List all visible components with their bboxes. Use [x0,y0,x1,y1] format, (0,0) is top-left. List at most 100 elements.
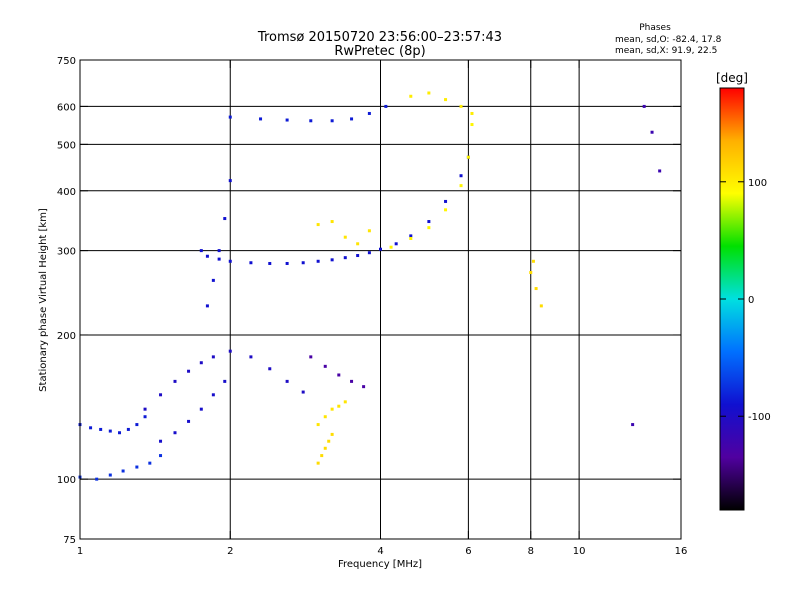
y-tick-label: 300 [57,247,76,258]
data-point [217,249,221,253]
data-point [362,385,366,389]
data-point [343,400,347,404]
data-point [389,245,393,249]
data-point [187,369,191,373]
data-point [135,465,139,469]
data-point [301,390,305,394]
data-point [108,473,112,477]
data-point [323,364,327,368]
data-point [330,258,334,262]
data-point [228,259,232,263]
data-point [343,235,347,239]
gridlines [80,60,681,539]
data-point [249,355,253,359]
data-point [470,123,474,127]
data-point [316,423,320,427]
data-point [135,423,139,427]
data-point [459,104,463,108]
data-point [658,169,662,173]
data-point [356,254,360,258]
data-point [89,426,93,430]
data-point [427,220,431,224]
data-point [409,94,413,98]
data-point [631,423,635,427]
chart-subtitle: RwPretec (8p) [334,44,425,59]
x-tick-label: 1 [77,546,83,557]
y-axis: 75 100 200 300 400 500 600 750 [57,56,681,546]
data-point [259,117,263,121]
data-point [470,111,474,115]
data-point [316,461,320,465]
data-point [285,118,289,122]
data-point [367,251,371,255]
data-point [356,242,360,246]
data-point [367,111,371,115]
data-point [118,431,122,435]
data-point [228,179,232,183]
data-point [427,226,431,230]
x-axis-label: Frequency [MHz] [338,559,422,570]
data-point [323,415,327,419]
y-tick-label: 500 [57,140,76,151]
data-point [228,115,232,119]
data-point [409,236,413,240]
data-point [409,234,413,238]
y-tick-label: 100 [57,475,76,486]
data-point [199,361,203,365]
x-tick-label: 2 [227,546,233,557]
data-point [121,469,125,473]
data-point [323,446,327,450]
data-point [459,184,463,188]
data-point [143,407,147,411]
data-point [285,379,289,383]
phase-info-o: mean, sd,O: -82.4, 17.8 [615,35,722,45]
data-point [228,349,232,353]
x-tick-label: 6 [465,546,471,557]
data-point [143,415,147,419]
phase-info-label: Phases [639,23,671,33]
data-point [159,439,163,443]
data-point [529,271,533,275]
x-axis: 1 2 4 6 8 10 16 [77,60,687,557]
data-point [126,427,130,431]
y-tick-label: 200 [57,331,76,342]
data-point [394,242,398,246]
colorbar-tick-label: -100 [748,412,771,423]
data-point [148,461,152,465]
data-point [211,393,215,397]
data-point [173,379,177,383]
colorbar-ticks: 100 0 -100 [720,178,771,423]
data-point [249,261,253,265]
data-point [327,439,331,443]
data-point [444,199,448,203]
data-point [211,278,215,282]
x-tick-label: 10 [573,546,586,557]
data-points [78,91,662,481]
data-point [367,229,371,233]
data-point [159,393,163,397]
data-point [159,454,163,458]
data-point [320,454,324,458]
data-point [301,261,305,265]
data-point [309,355,313,359]
data-point [337,373,341,377]
phase-info-x: mean, sd,X: 91.9, 22.5 [615,46,717,56]
data-point [199,249,203,253]
data-point [211,355,215,359]
data-point [223,217,227,221]
colorbar-tick-label: 0 [748,295,754,306]
data-point [330,432,334,436]
data-point [444,208,448,212]
x-tick-label: 8 [528,546,534,557]
data-point [285,261,289,265]
x-tick-label: 4 [377,546,383,557]
y-tick-label: 400 [57,187,76,198]
colorbar-label: [deg] [716,71,748,85]
data-point [459,174,463,178]
data-point [379,247,382,251]
data-point [187,419,191,423]
data-point [316,259,320,263]
data-point [384,104,388,108]
data-point [330,119,334,123]
